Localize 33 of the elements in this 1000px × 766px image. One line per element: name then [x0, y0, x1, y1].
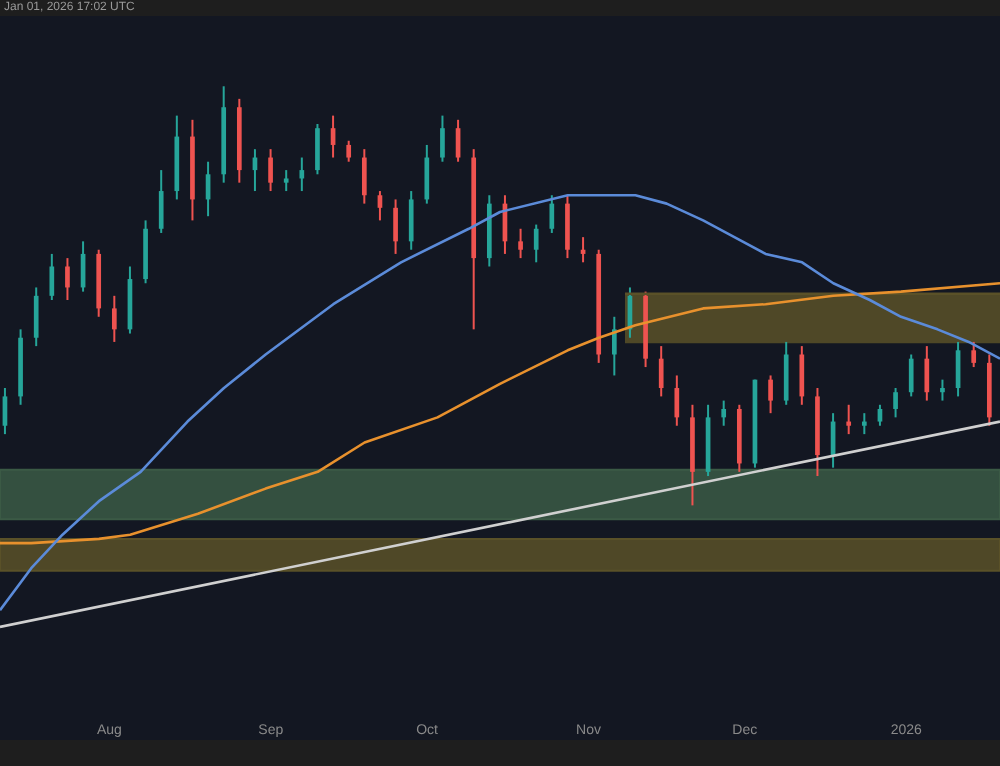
candlestick — [908, 353, 914, 398]
candlestick — [674, 374, 680, 427]
candlestick — [846, 403, 852, 436]
candlestick — [299, 156, 305, 193]
candlestick — [783, 340, 789, 406]
candlestick — [346, 139, 352, 163]
candlestick — [768, 374, 773, 415]
candlestick — [315, 123, 320, 176]
candlestick — [408, 190, 414, 251]
candlestick — [393, 198, 398, 255]
candlestick — [518, 227, 523, 260]
candlestick — [924, 345, 930, 402]
candlestick — [549, 194, 555, 234]
candlestick — [111, 294, 117, 343]
candlestick — [565, 194, 570, 260]
candlestick — [440, 114, 445, 163]
candlestick — [893, 387, 898, 419]
candlestick — [158, 169, 164, 234]
candlestick — [283, 169, 289, 193]
candlestick — [533, 223, 539, 264]
candlestick — [658, 345, 664, 398]
candlestick — [65, 257, 70, 302]
candlestick — [268, 148, 273, 193]
candlestick — [424, 143, 430, 205]
candlestick — [33, 286, 39, 348]
candlestick — [940, 378, 945, 402]
candlestick — [971, 340, 977, 369]
candlestick — [361, 148, 367, 205]
candlestick — [721, 399, 727, 427]
candlestick — [861, 412, 867, 436]
candlestick — [611, 315, 617, 377]
candlestick — [799, 345, 805, 406]
candlestick — [49, 252, 55, 302]
